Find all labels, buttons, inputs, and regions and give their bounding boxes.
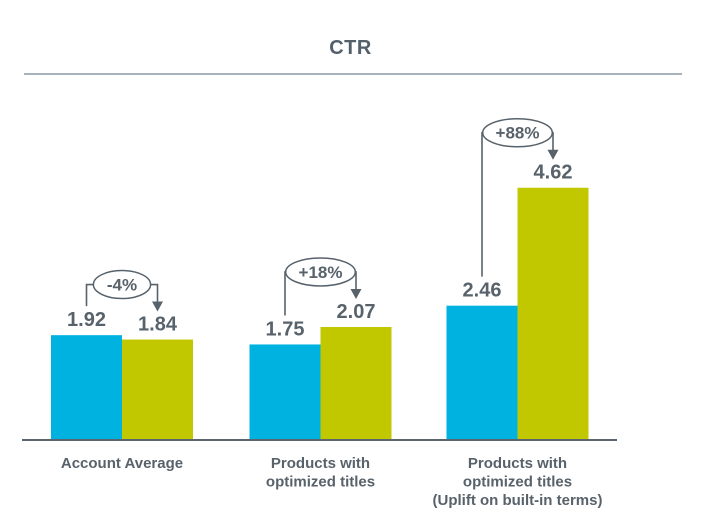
category-label: Products with — [271, 455, 370, 472]
bar-after — [517, 187, 589, 440]
bar-before — [446, 305, 518, 440]
value-label: 2.07 — [337, 301, 376, 323]
value-label: 1.75 — [266, 318, 305, 340]
annotation-bubble — [92, 269, 152, 300]
bar-before — [249, 344, 321, 440]
annotation-arrowhead — [547, 149, 559, 160]
annotation-bubble — [284, 257, 357, 287]
title-divider — [24, 73, 682, 75]
bar-before — [51, 335, 122, 440]
annotation-label: -4% — [107, 276, 137, 295]
category-label: optimized titles — [266, 474, 375, 491]
category-label: (Uplift on built-in terms) — [433, 492, 603, 509]
bar-after — [122, 339, 193, 440]
value-label: 1.84 — [138, 314, 178, 336]
bar-after — [320, 326, 392, 440]
value-label: 2.46 — [463, 280, 502, 302]
annotation-arrowhead — [152, 301, 163, 312]
annotation-arrowhead — [350, 288, 362, 299]
value-label: 4.62 — [534, 162, 573, 184]
annotation-bubble — [481, 117, 554, 148]
category-label: Account Average — [61, 455, 183, 472]
chart-title: CTR — [329, 37, 372, 59]
value-label: 1.92 — [67, 309, 106, 331]
annotation-label: +18% — [299, 263, 343, 282]
annotation-label: +88% — [496, 124, 540, 143]
category-label: Products with — [468, 455, 567, 472]
category-label: optimized titles — [463, 474, 572, 491]
